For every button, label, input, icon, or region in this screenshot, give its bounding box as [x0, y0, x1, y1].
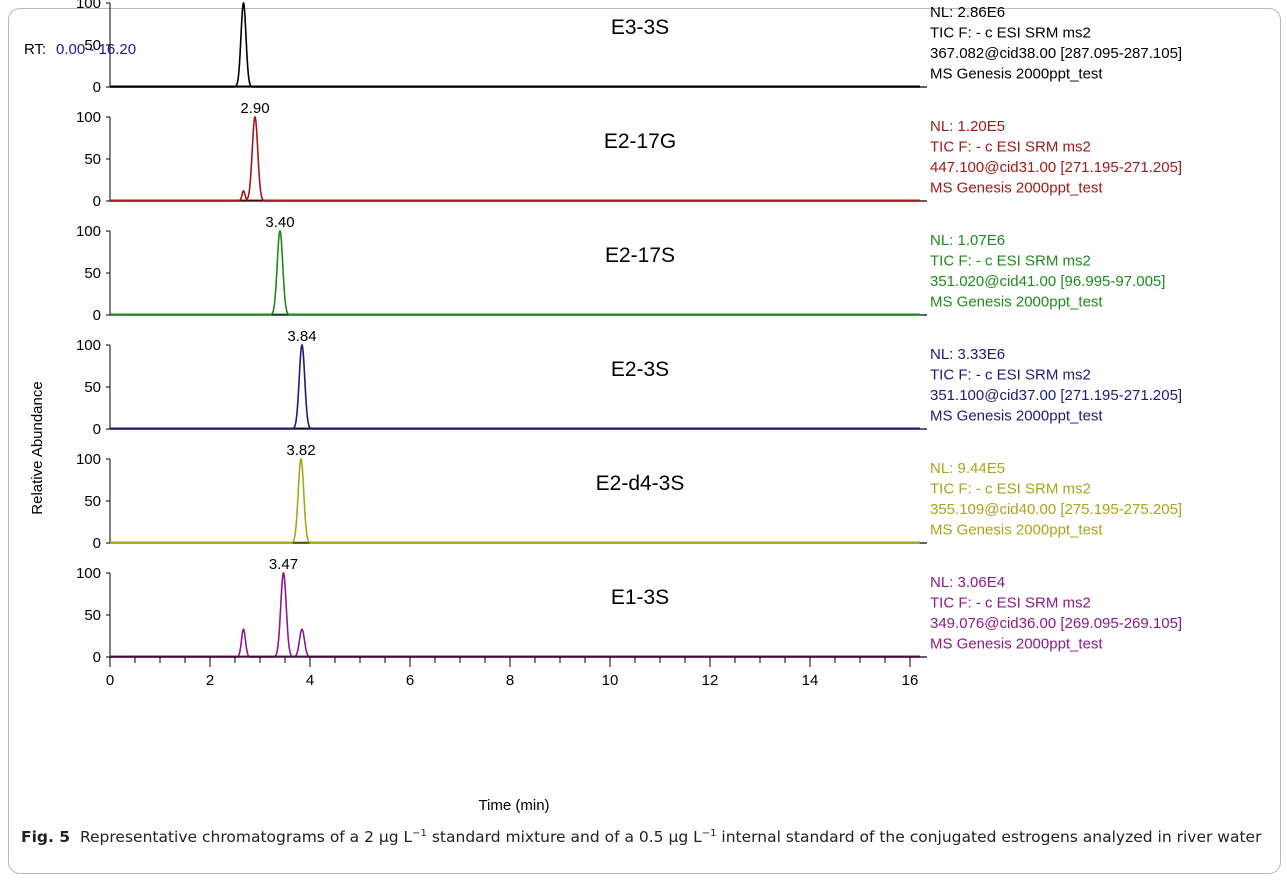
nl-value: NL: 1.07E6 — [930, 232, 1005, 249]
y-tick-label: 100 — [76, 223, 101, 240]
nl-value: NL: 1.20E5 — [930, 118, 1005, 135]
scan-info-line: TIC F: - c ESI SRM ms2 — [930, 367, 1091, 384]
peak-label: 2.67 — [229, 0, 258, 3]
x-tick-label: 8 — [506, 672, 514, 689]
compound-name: E2-3S — [611, 358, 669, 381]
scan-info-line: TIC F: - c ESI SRM ms2 — [930, 595, 1091, 612]
trace-line — [110, 457, 920, 544]
caption-sup-2: −1 — [701, 827, 717, 839]
caption-sup-1: −1 — [412, 827, 427, 839]
compound-name: E2-17S — [605, 244, 675, 267]
scan-info-line: 447.100@cid31.00 [271.195-271.205] — [930, 159, 1182, 176]
y-tick-label: 0 — [93, 193, 101, 210]
trace-line — [110, 1, 920, 88]
caption-label: Fig. 5 — [21, 828, 71, 846]
y-tick-label: 100 — [76, 0, 101, 12]
peak-label: 3.84 — [287, 328, 316, 345]
scan-info-line: TIC F: - c ESI SRM ms2 — [930, 253, 1091, 270]
scan-info-line: 355.109@cid40.00 [275.195-275.205] — [930, 501, 1182, 518]
panel-2: 0 50 100 2.90 E2-17G NL: 1.20E5 TIC F: - c ESI… — [76, 100, 1182, 210]
scan-info-line: MS Genesis 2000ppt_test — [930, 66, 1103, 83]
scan-info-line: TIC F: - c ESI SRM ms2 — [930, 139, 1091, 156]
scan-info-line: MS Genesis 2000ppt_test — [930, 294, 1103, 311]
panel-4: 0 50 100 3.84 E2-3S NL: 3.33E6 TIC F: - c ESI … — [76, 328, 1182, 438]
y-axis-label: Relative Abundance — [29, 381, 46, 514]
y-tick-label: 100 — [76, 109, 101, 126]
caption-text-1: Representative chromatograms of a 2 µg L — [79, 828, 413, 846]
y-tick-label: 100 — [76, 565, 101, 582]
x-tick-label: 10 — [602, 672, 619, 689]
x-axis: 0 2 4 6 8 10 12 14 16 — [106, 656, 920, 689]
compound-name: E2-d4-3S — [596, 472, 685, 495]
y-tick-label: 50 — [84, 265, 101, 282]
compound-name: E1-3S — [611, 586, 669, 609]
x-tick-label: 2 — [206, 672, 214, 689]
scan-info-line: MS Genesis 2000ppt_test — [930, 636, 1103, 653]
scan-info-line: TIC F: - c ESI SRM ms2 — [930, 25, 1091, 42]
figure-caption: Fig. 5 Representative chromatograms of a… — [21, 827, 1276, 847]
trace-line — [110, 571, 920, 658]
peak-label: 2.90 — [240, 100, 269, 117]
y-tick-label: 100 — [76, 451, 101, 468]
scan-info-line: TIC F: - c ESI SRM ms2 — [930, 481, 1091, 498]
figure-frame — [8, 8, 1281, 874]
scan-info-line: MS Genesis 2000ppt_test — [930, 408, 1103, 425]
trace-line — [110, 115, 920, 202]
y-tick-label: 50 — [84, 37, 101, 54]
y-tick-label: 0 — [93, 535, 101, 552]
y-tick-label: 50 — [84, 493, 101, 510]
y-tick-label: 0 — [93, 79, 101, 96]
x-tick-label: 16 — [902, 672, 919, 689]
trace-line — [110, 229, 920, 316]
rt-prefix: RT: — [24, 41, 46, 58]
scan-info-line: 367.082@cid38.00 [287.095-287.105] — [930, 45, 1182, 62]
scan-info-line: 351.020@cid41.00 [96.995-97.005] — [930, 273, 1165, 290]
caption-text-3: internal standard of the conjugated estr… — [716, 828, 1262, 846]
x-tick-label: 6 — [406, 672, 414, 689]
peak-label: 3.47 — [269, 556, 298, 573]
nl-value: NL: 3.33E6 — [930, 346, 1005, 363]
scan-info-line: MS Genesis 2000ppt_test — [930, 180, 1103, 197]
panel-6: 0 50 100 3.47 E1-3S NL: 3.06E4 TIC F: - c ESI … — [76, 556, 1182, 666]
compound-name: E3-3S — [611, 16, 669, 39]
scan-info-line: 349.076@cid36.00 [269.095-269.105] — [930, 615, 1182, 632]
y-tick-label: 0 — [93, 307, 101, 324]
x-tick-label: 14 — [802, 672, 819, 689]
panel-5: 0 50 100 3.82 E2-d4-3S NL: 9.44E5 TIC F: - c E… — [76, 442, 1182, 552]
nl-value: NL: 2.86E6 — [930, 4, 1005, 21]
y-tick-label: 50 — [84, 379, 101, 396]
nl-value: NL: 3.06E4 — [930, 574, 1005, 591]
compound-name: E2-17G — [604, 130, 676, 153]
panel-1: 0 50 100 2.67 E3-3S NL: 2.86E6 TIC F: - c ESI … — [76, 0, 1182, 96]
y-tick-label: 50 — [84, 607, 101, 624]
chromatogram-panels: 0 50 100 2.67 E3-3S NL: 2.86E6 TIC F: - c ESI … — [76, 0, 1182, 666]
y-tick-label: 100 — [76, 337, 101, 354]
y-tick-label: 0 — [93, 649, 101, 666]
y-tick-label: 0 — [93, 421, 101, 438]
panel-3: 0 50 100 3.40 E2-17S NL: 1.07E6 TIC F: - c ESI… — [76, 214, 1165, 324]
x-tick-label: 0 — [106, 672, 114, 689]
x-axis-label: Time (min) — [478, 797, 549, 814]
caption-text-2: standard mixture and of a 0.5 µg L — [426, 828, 702, 846]
rt-range: 0.00 - 16.20 — [56, 41, 136, 58]
trace-line — [110, 343, 920, 430]
scan-info-line: MS Genesis 2000ppt_test — [930, 522, 1103, 539]
x-tick-label: 12 — [702, 672, 719, 689]
x-tick-label: 4 — [306, 672, 314, 689]
nl-value: NL: 9.44E5 — [930, 460, 1005, 477]
y-tick-label: 50 — [84, 151, 101, 168]
scan-info-line: 351.100@cid37.00 [271.195-271.205] — [930, 387, 1182, 404]
peak-label: 3.40 — [265, 214, 294, 231]
peak-label: 3.82 — [286, 442, 315, 459]
